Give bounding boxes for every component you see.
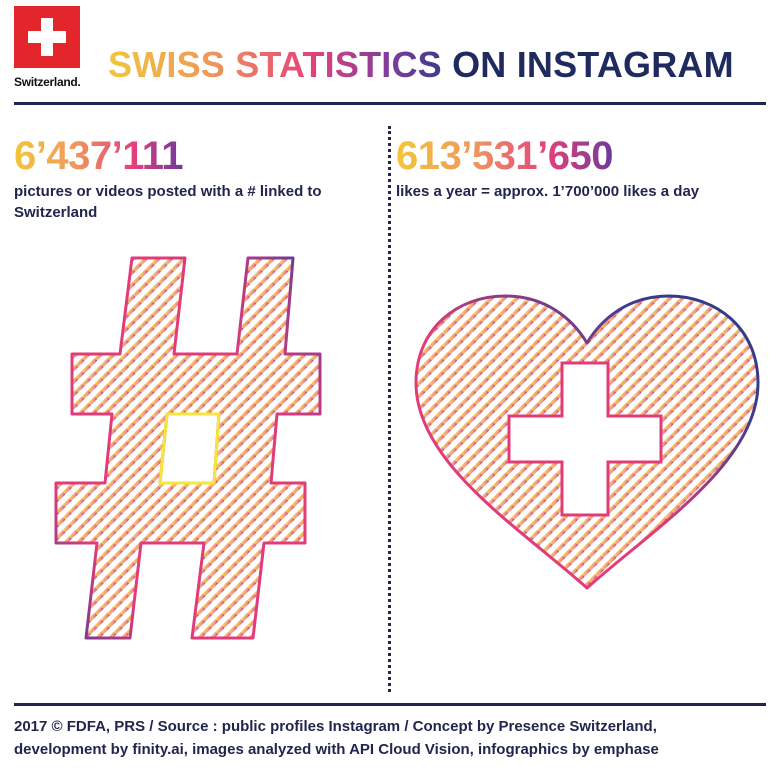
title-navy-part: ON INSTAGRAM bbox=[441, 44, 734, 85]
logo-label: Switzerland. bbox=[14, 75, 81, 89]
flag-cross-horizontal bbox=[28, 31, 66, 43]
likes-count: 613’531’650 bbox=[396, 134, 613, 178]
page-title: SWISS STATISTICS ON INSTAGRAM bbox=[108, 47, 734, 83]
footer-line-1: 2017 © FDFA, PRS / Source : public profi… bbox=[14, 718, 657, 735]
posts-description: pictures or videos posted with a # linke… bbox=[14, 183, 322, 222]
swiss-flag-icon bbox=[14, 6, 80, 68]
footer-divider bbox=[14, 703, 766, 706]
hashtag-icon bbox=[54, 256, 322, 640]
footer-credits: 2017 © FDFA, PRS / Source : public profi… bbox=[14, 716, 774, 761]
header-divider bbox=[14, 102, 766, 105]
footer-line-2: development by finity.ai, images analyze… bbox=[14, 740, 659, 758]
title-gradient-part: SWISS STATISTICS bbox=[108, 44, 442, 85]
column-divider bbox=[388, 126, 391, 692]
likes-description: likes a year = approx. 1’700’000 likes a… bbox=[396, 183, 700, 200]
heart-swiss-cross-icon bbox=[414, 294, 760, 590]
posts-count: 6’437’111 bbox=[14, 134, 184, 178]
